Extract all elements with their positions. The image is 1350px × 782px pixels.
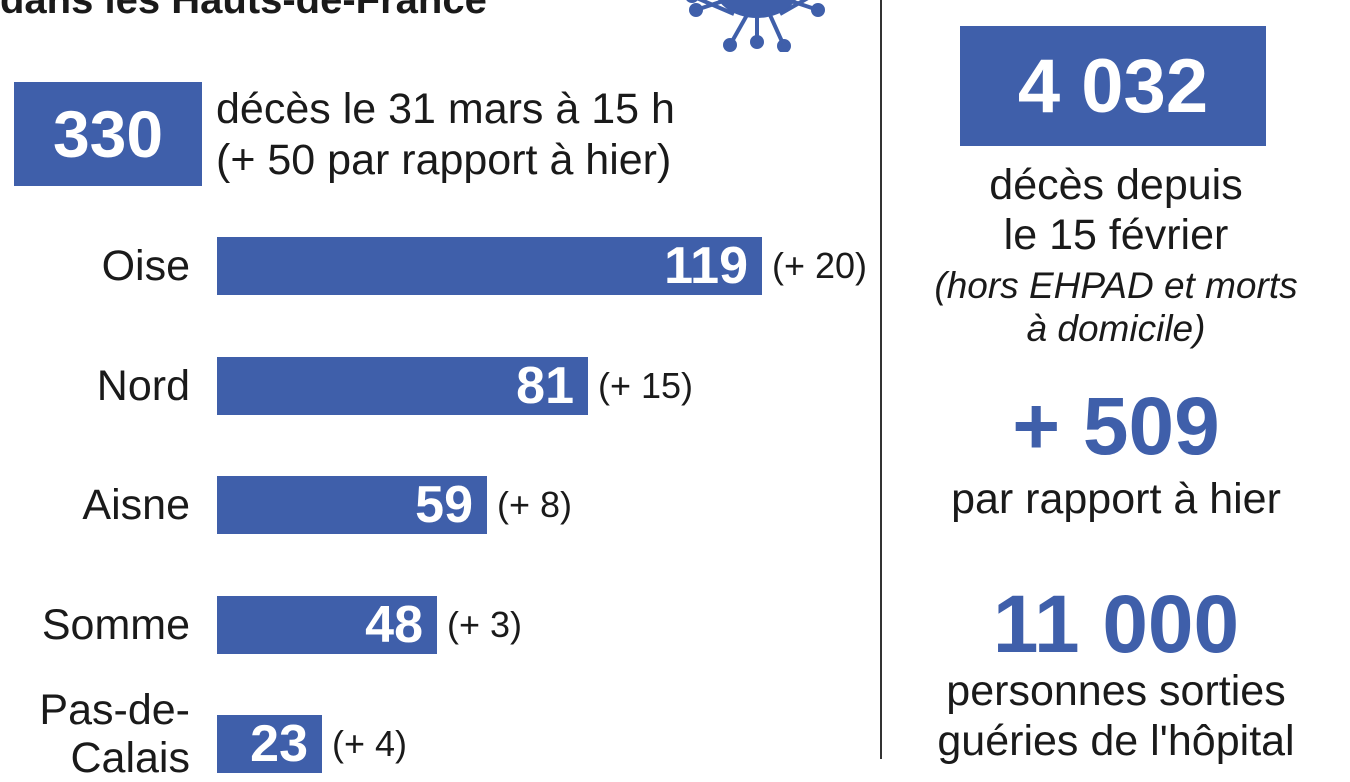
bar-category-label-line: Oise: [101, 242, 190, 290]
national-increase-value: + 509: [1012, 381, 1220, 472]
bar-category-label-line: Pas-de-: [39, 686, 190, 734]
national-deaths-box: 4 032: [960, 26, 1266, 146]
national-recovered-line1: personnes sorties: [946, 667, 1286, 715]
national-deaths-line2: le 15 février: [1003, 211, 1229, 259]
bar: [217, 237, 762, 295]
bar-change-label: (+ 20): [772, 245, 868, 286]
regional-total-value: 330: [52, 97, 164, 171]
national-deaths-caption: décès depuis le 15 février: [882, 160, 1350, 260]
bar-category-label-line: Nord: [96, 362, 190, 410]
bar-value-label: 119: [664, 237, 748, 295]
national-note-line2: à domicile): [1026, 308, 1206, 349]
national-recovered-line2: guéries de l'hôpital: [937, 717, 1295, 765]
regional-total-box: 330: [14, 82, 202, 186]
bar-category-label: Pas-de- Calais: [0, 686, 190, 782]
bar-category-label: Oise: [0, 242, 190, 290]
bar: [217, 596, 437, 654]
column-divider: [880, 0, 882, 759]
bar-value-label: 81: [516, 357, 574, 415]
national-note-line1: (hors EHPAD et morts: [934, 265, 1298, 306]
national-increase-label: par rapport à hier: [951, 475, 1281, 523]
bar-change-label: (+ 4): [332, 723, 408, 764]
bar-change-label: (+ 8): [497, 484, 573, 525]
national-deaths-line1: décès depuis: [989, 161, 1243, 209]
bar-category-label-line: Calais: [70, 734, 191, 782]
bar: [217, 357, 588, 415]
bar-change-label: (+ 3): [447, 604, 523, 645]
bar-category-label: Somme: [0, 601, 190, 649]
national-recovered-caption: personnes sorties guéries de l'hôpital: [882, 666, 1350, 766]
bar-category-label-line: Somme: [41, 601, 190, 649]
national-recovered-value: 11 000: [992, 579, 1240, 670]
bar: [217, 476, 487, 534]
regional-total-description: décès le 31 mars à 15 h (+ 50 par rappor…: [216, 84, 675, 186]
bar-category-label: Aisne: [0, 481, 190, 529]
bar-category-label-line: Aisne: [82, 481, 190, 529]
bar-change-label: (+ 15): [598, 365, 694, 406]
bar-value-label: 23: [250, 715, 308, 773]
bar-value-label: 48: [365, 596, 423, 654]
bar-value-label: 59: [415, 476, 473, 534]
virus-icon: [686, 0, 825, 52]
chart-title: dans les Hauts-de-France: [0, 0, 487, 22]
regional-desc-line1: décès le 31 mars à 15 h: [216, 85, 675, 133]
bar-category-label: Nord: [0, 362, 190, 410]
national-deaths-note: (hors EHPAD et morts à domicile): [882, 264, 1350, 350]
regional-desc-line2: (+ 50 par rapport à hier): [216, 136, 672, 184]
national-deaths-value: 4 032: [1017, 43, 1209, 129]
